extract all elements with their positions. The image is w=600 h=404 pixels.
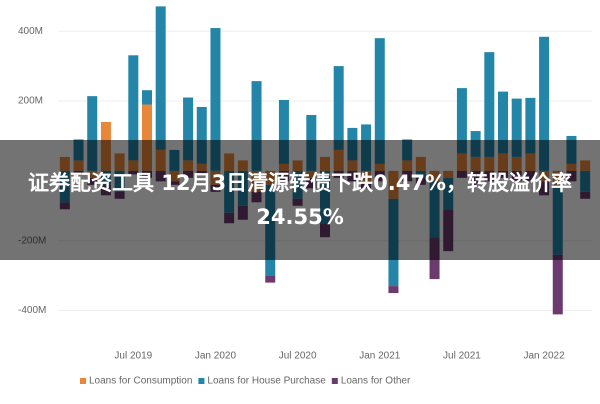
legend-swatch — [198, 378, 205, 384]
x-tick-label: Jul 2019 — [114, 351, 152, 362]
bar-segment — [210, 28, 221, 171]
bar-segment — [155, 6, 166, 150]
bar-segment — [484, 52, 495, 157]
y-tick-label: -400M — [18, 305, 46, 316]
bar-segment — [539, 36, 550, 171]
bar-segment — [374, 38, 385, 164]
bar-segment — [278, 99, 289, 164]
bar-segment — [87, 96, 98, 171]
bar-segment — [265, 275, 276, 283]
bar-segment — [498, 91, 508, 154]
bar-segment — [388, 286, 399, 294]
bar-segment — [196, 106, 207, 164]
y-tick-label: 400M — [18, 26, 43, 37]
bar-segment — [142, 104, 152, 171]
bar-segment — [511, 98, 522, 157]
x-tick-label: Jan 2022 — [523, 351, 565, 362]
bar-segment — [525, 97, 536, 154]
y-tick-label: 200M — [18, 96, 43, 107]
x-tick-label: Jan 2020 — [195, 351, 237, 362]
x-tick-label: Jul 2020 — [279, 351, 317, 362]
legend-label: Loans for Consumption — [89, 376, 192, 387]
legend-label: Loans for House Purchase — [207, 376, 326, 387]
x-tick-label: Jan 2021 — [359, 351, 401, 362]
bar-segment — [142, 90, 152, 105]
bar-segment — [456, 88, 467, 154]
banner: 证券配资工具 12月3日清源转债下跌0.47%，转股溢价率24.55% — [0, 140, 600, 260]
x-tick-label: Jul 2021 — [443, 351, 481, 362]
bar-segment — [251, 81, 262, 171]
bar-segment — [183, 97, 194, 161]
bar-segment — [333, 66, 344, 150]
banner-text: 证券配资工具 12月3日清源转债下跌0.47%，转股溢价率24.55% — [28, 171, 572, 229]
legend-swatch — [331, 378, 338, 384]
bar-segment — [552, 254, 563, 315]
bar-segment — [128, 55, 139, 161]
legend-label: Loans for Other — [341, 376, 411, 387]
legend-swatch — [80, 378, 86, 384]
